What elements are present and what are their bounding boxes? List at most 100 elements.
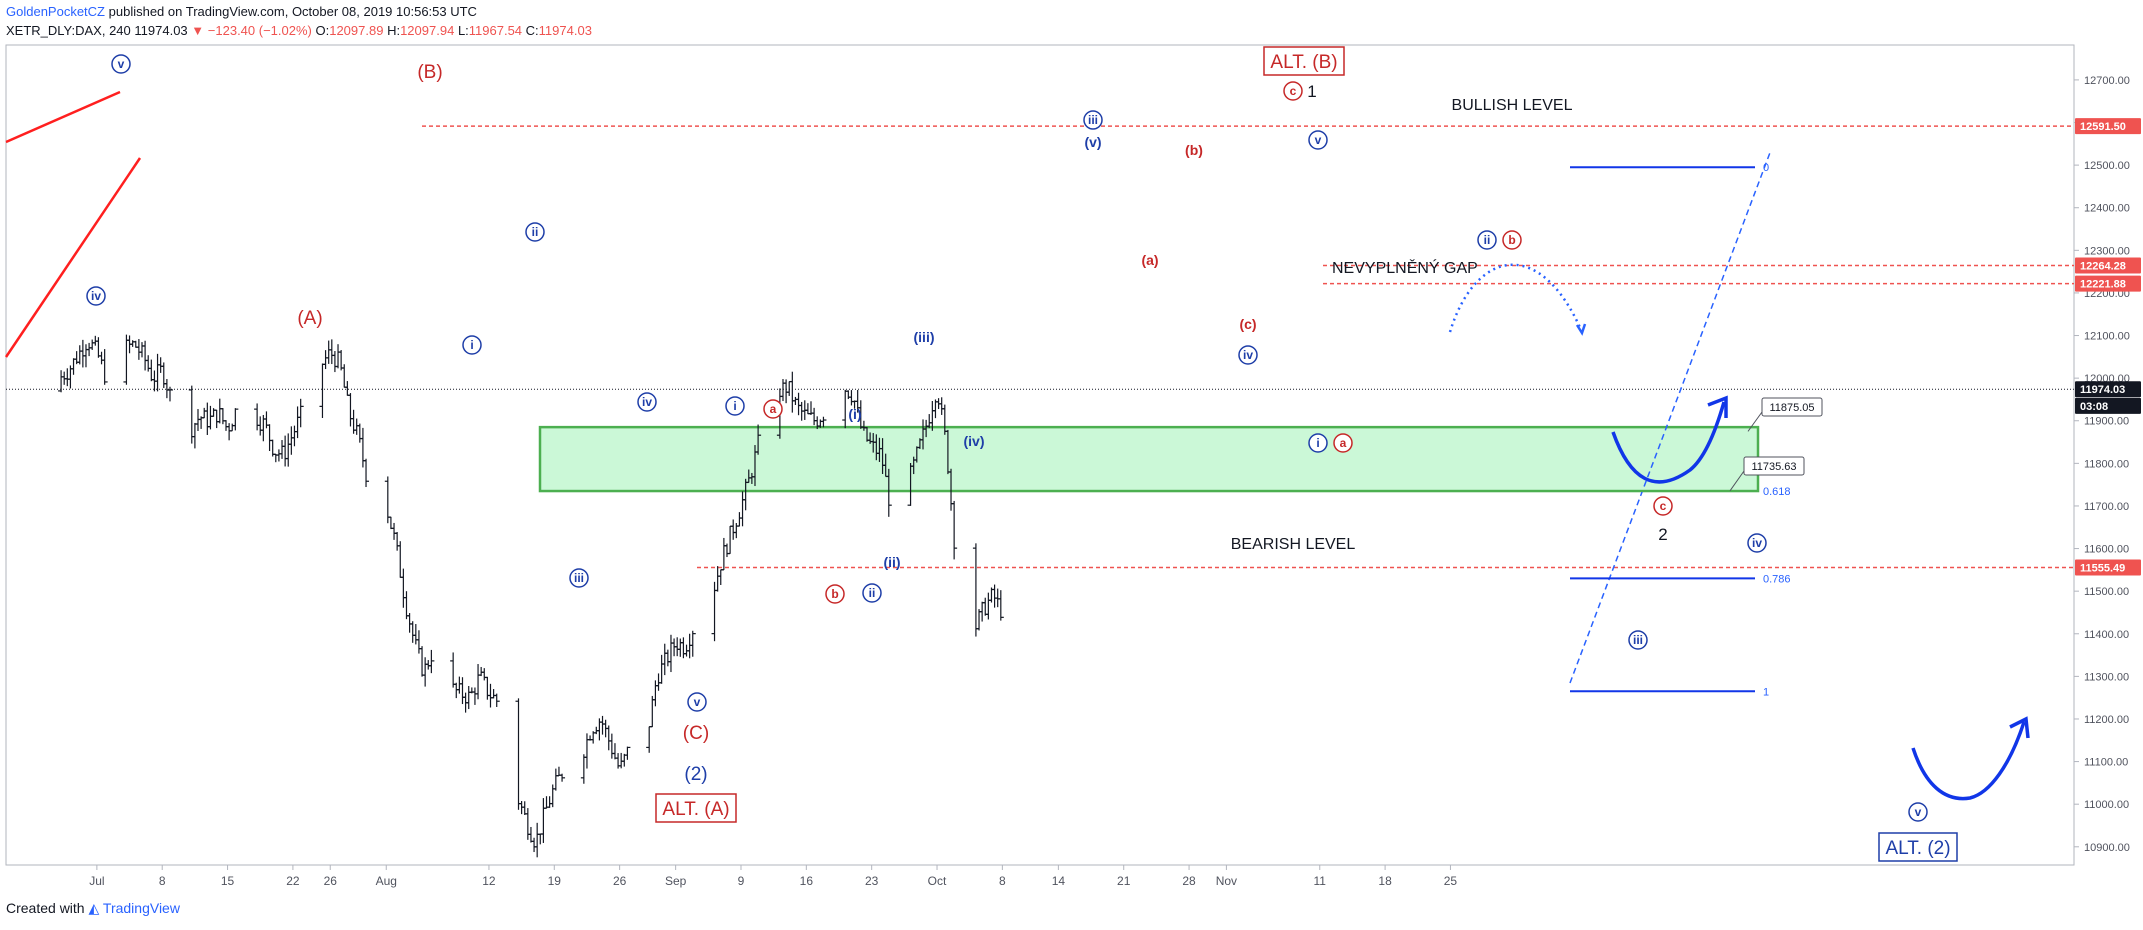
price-callout-box: [1743, 456, 1805, 476]
text-label-two: 2: [1658, 525, 1667, 544]
wave-label-circle: [725, 396, 745, 416]
text-label-bearish: BEARISH LEVEL: [1231, 536, 1356, 553]
projection-arrow-future-head: [2009, 716, 2030, 739]
wave-label-circle: [1628, 630, 1648, 650]
wave-label: (B): [417, 62, 442, 83]
price-tag-label: 11974.03: [2080, 384, 2125, 396]
time-tick-label: 26: [613, 874, 627, 888]
time-tick-label: Nov: [1216, 874, 1237, 888]
wave-label: (i): [848, 406, 861, 422]
wave-label: ii: [869, 586, 876, 600]
symbol-name: XETR_DLY:DAX, 240: [6, 23, 131, 38]
price-tick-label: 11100.00: [2084, 757, 2128, 769]
price-tick-label: 12300.00: [2084, 245, 2130, 257]
wave-label: iv: [642, 395, 652, 409]
wave-label-circle: [1653, 496, 1673, 516]
wave-label: iv: [1243, 348, 1253, 362]
author-link[interactable]: GoldenPocketCZ: [6, 4, 105, 19]
boxed-label-alt-2: ALT. (2): [1885, 838, 1950, 859]
time-tick-label: 8: [159, 874, 166, 888]
projection-arrow-main-head: [1707, 395, 1728, 418]
boxed-label-alt-a: ALT. (A): [662, 799, 729, 820]
wave-label-circle: [111, 54, 131, 74]
price-tag-label: 12221.88: [2080, 279, 2126, 291]
down-arrow-icon: ▼: [191, 23, 205, 38]
wave-label: v: [694, 695, 701, 709]
wave-label: a: [770, 402, 777, 416]
time-tick-label: Jul: [89, 874, 104, 888]
wave-label: i: [1316, 436, 1319, 450]
close-label: C:: [525, 23, 539, 38]
wave-label: (a): [1141, 252, 1158, 268]
price-change: −123.40 (−1.02%): [207, 23, 312, 38]
price-axis[interactable]: 12700.0012600.0012500.0012400.0012300.00…: [2074, 75, 2141, 854]
price-tick-label: 12500.00: [2084, 160, 2130, 172]
price-tick-label: 11500.00: [2084, 586, 2129, 598]
wave-label: (2): [684, 764, 707, 785]
text-label-one: 1: [1307, 82, 1316, 101]
wave-label-circle: [1477, 230, 1497, 250]
footer: Created with ◭ TradingView: [6, 900, 180, 917]
price-tag-label: 03:08: [2080, 401, 2108, 413]
wave-label-circle: [1083, 110, 1103, 130]
wave-label: (b): [1185, 142, 1203, 158]
created-with-text: Created with: [6, 900, 85, 916]
fib-level-label: 0.618: [1763, 486, 1791, 498]
published-text: published on TradingView.com, October 08…: [108, 4, 477, 19]
boxed-label-alt-b: ALT. (B): [1270, 52, 1337, 73]
drawings-layer: 0 0.618 0.786 1 11875.05 11735.63: [4, 90, 2030, 801]
ohlc-bars-layer: [58, 334, 1004, 858]
low-value: 11967.54: [468, 23, 523, 38]
level-lines-layer: [6, 125, 2074, 569]
wave-labels-layer: BULLISH LEVEL NEVYPLNĚNÝ GAP BEARISH LEVEL…: [86, 46, 1958, 862]
price-tag-box: [2075, 275, 2141, 292]
price-callout-label: 11875.05: [1769, 402, 1814, 414]
ohlc-line: XETR_DLY:DAX, 240 11974.03 ▼ −123.40 (−1…: [6, 21, 592, 40]
trendline-lower: [4, 157, 142, 358]
support-zone: [538, 425, 1760, 493]
callout-pointer: [1729, 470, 1745, 492]
time-tick-label: 28: [1182, 874, 1196, 888]
price-tick-label: 12400.00: [2084, 203, 2130, 215]
last-price: 11974.03: [134, 23, 188, 38]
wave-label-circle: [1238, 345, 1258, 365]
time-tick-label: 19: [548, 874, 562, 888]
wave-label: (A): [297, 308, 322, 329]
projection-arrow-head: [1575, 323, 1587, 336]
wave-label-circle: [1747, 533, 1767, 553]
wave-label: iv: [1752, 536, 1762, 550]
wave-label: v: [118, 57, 125, 71]
high-label: H:: [387, 23, 401, 38]
wave-label-circle: [1283, 81, 1303, 101]
projection-arrow-future: [1911, 721, 2026, 801]
time-axis[interactable]: Jul 8 15 22 26 Aug 12 19 26 Sep 9 16 23 Oct 8 14 21 28 Nov…: [89, 865, 1457, 888]
support-zone-layer: [538, 425, 1760, 493]
wave-label: a: [1340, 436, 1347, 450]
price-tick-label: 11900.00: [2084, 416, 2129, 428]
wave-label: iii: [574, 571, 584, 585]
price-tag-box: [2075, 118, 2141, 135]
projection-dotted-arc: [1448, 263, 1584, 333]
publish-line: GoldenPocketCZ published on TradingView.…: [6, 2, 592, 21]
wave-label-circle: [86, 286, 106, 306]
time-tick-label: 11: [1314, 874, 1327, 888]
chart-header: GoldenPocketCZ published on TradingView.…: [6, 2, 592, 42]
wave-label-circle: [1333, 433, 1353, 453]
price-tag-label: 12591.50: [2080, 121, 2126, 133]
wave-label-circle: [1502, 230, 1522, 250]
tradingview-link[interactable]: TradingView: [102, 900, 180, 916]
fib-level-label: 1: [1763, 686, 1769, 698]
wave-label: iii: [1088, 113, 1098, 127]
low-label: L:: [457, 23, 469, 38]
time-tick-label: 14: [1052, 874, 1066, 888]
wave-label: c: [1290, 84, 1297, 98]
boxed-label-frame: [1878, 832, 1958, 862]
wave-label-circle: [862, 583, 882, 603]
wave-label: b: [831, 587, 838, 601]
wave-label-circle: [763, 399, 783, 419]
fib-level-label: 0.786: [1763, 573, 1791, 585]
time-tick-label: Sep: [665, 874, 687, 888]
wave-label: (ii): [883, 554, 900, 570]
wave-label: iii: [1633, 633, 1643, 647]
